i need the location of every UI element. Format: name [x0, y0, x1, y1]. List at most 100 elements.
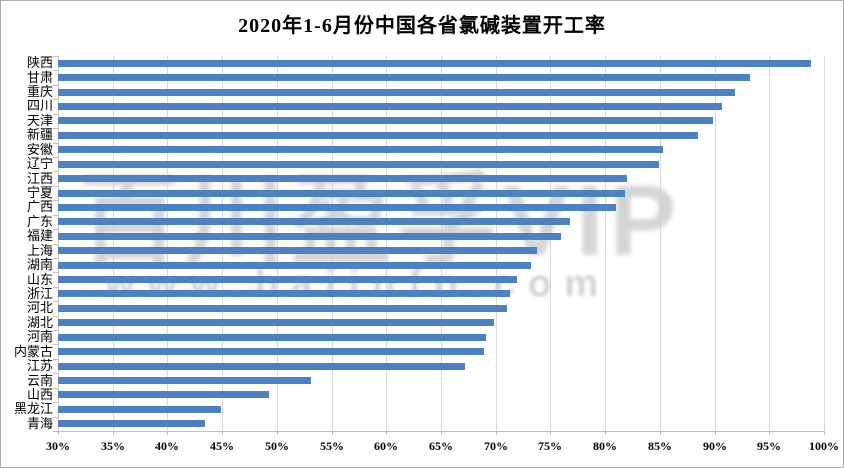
bar: [58, 218, 570, 225]
y-axis-category-label: 四川: [26, 98, 53, 113]
bar: [58, 89, 735, 96]
bar: [58, 161, 659, 168]
gridline: [167, 56, 168, 431]
gridline: [715, 56, 716, 431]
y-axis-tick: [53, 301, 58, 302]
y-axis-tick: [53, 330, 58, 331]
x-axis-tick-label: 100%: [809, 439, 839, 453]
y-axis-tick: [53, 56, 58, 57]
x-axis-tick: [222, 431, 223, 435]
y-axis-tick: [53, 157, 58, 158]
y-axis-category-label: 广东: [26, 214, 53, 229]
y-axis-category-label: 安徽: [26, 142, 53, 157]
y-axis-tick: [53, 114, 58, 115]
gridline: [441, 56, 442, 431]
x-axis-tick: [660, 431, 661, 435]
y-axis-tick: [53, 244, 58, 245]
x-axis-tick-label: 30%: [46, 439, 70, 453]
x-axis-tick-label: 45%: [210, 439, 234, 453]
gridline: [660, 56, 661, 431]
y-axis-tick: [53, 287, 58, 288]
y-axis-category-label: 湖南: [26, 257, 53, 272]
y-axis-tick: [53, 229, 58, 230]
x-axis-tick-label: 90%: [703, 439, 727, 453]
gridline: [605, 56, 606, 431]
y-axis-category-label: 江苏: [26, 358, 53, 373]
gridline: [386, 56, 387, 431]
x-axis-tick-label: 55%: [320, 439, 344, 453]
bar: [58, 290, 510, 297]
y-axis-category-label: 青海: [26, 416, 53, 431]
bar: [58, 319, 494, 326]
x-axis-tick: [496, 431, 497, 435]
bar: [58, 348, 484, 355]
gridline: [550, 56, 551, 431]
bar: [58, 74, 750, 81]
y-axis-tick: [53, 171, 58, 172]
bar: [58, 190, 625, 197]
y-axis-tick: [53, 431, 58, 432]
y-axis-tick: [53, 70, 58, 71]
x-axis-tick: [441, 431, 442, 435]
x-axis-tick-label: 80%: [593, 439, 617, 453]
chart-title: 2020年1-6月份中国各省氯碱装置开工率: [238, 15, 606, 37]
x-axis-tick-label: 95%: [757, 439, 781, 453]
bar: [58, 175, 627, 182]
gridline: [824, 56, 825, 431]
x-axis-tick-label: 40%: [155, 439, 179, 453]
x-axis-tick-label: 35%: [101, 439, 125, 453]
y-axis-tick: [53, 402, 58, 403]
bar: [58, 377, 311, 384]
y-axis-tick: [53, 85, 58, 86]
bar: [58, 233, 561, 240]
gridline: [113, 56, 114, 431]
y-axis-category-label: 陕西: [26, 55, 53, 70]
x-axis-tick: [715, 431, 716, 435]
bar: [58, 391, 269, 398]
y-axis-category-label: 黑龙江: [13, 401, 53, 416]
bar: [58, 363, 465, 370]
bar: [58, 420, 205, 427]
y-axis-tick: [53, 359, 58, 360]
x-axis-tick: [58, 431, 59, 435]
y-axis-category-label: 云南: [26, 373, 53, 388]
y-axis-category-label: 上海: [26, 243, 53, 258]
y-axis-category-label: 河南: [26, 329, 53, 344]
bar: [58, 117, 713, 124]
y-axis-tick: [53, 316, 58, 317]
bar: [58, 406, 221, 413]
y-axis-tick: [53, 417, 58, 418]
bar: [58, 132, 698, 139]
y-axis-category-label: 江西: [26, 171, 53, 186]
y-axis-category-label: 天津: [26, 113, 53, 128]
bar: [58, 103, 722, 110]
y-axis-category-label: 宁夏: [26, 185, 53, 200]
y-axis-category-label: 山东: [26, 272, 53, 287]
x-axis-tick: [167, 431, 168, 435]
y-axis-category-label: 重庆: [26, 84, 53, 99]
y-axis-category-label: 福建: [26, 228, 53, 243]
x-axis-tick-label: 75%: [538, 439, 562, 453]
gridline: [277, 56, 278, 431]
y-axis-category-label: 湖北: [26, 315, 53, 330]
y-axis-category-label: 河北: [26, 300, 53, 315]
x-axis-tick: [332, 431, 333, 435]
x-axis-tick: [550, 431, 551, 435]
x-axis-tick: [769, 431, 770, 435]
y-axis-tick: [53, 344, 58, 345]
gridline: [769, 56, 770, 431]
bar: [58, 334, 486, 341]
y-axis-tick: [53, 258, 58, 259]
y-axis-line: [58, 56, 59, 431]
y-axis-category-label: 新疆: [26, 127, 53, 142]
bar: [58, 262, 531, 269]
y-axis-tick: [53, 272, 58, 273]
plot-area: [58, 56, 825, 431]
y-axis-category-label: 辽宁: [26, 156, 53, 171]
y-axis-category-label: 内蒙古: [13, 344, 53, 359]
bar: [58, 146, 663, 153]
y-axis-tick: [53, 200, 58, 201]
bar: [58, 60, 811, 67]
x-axis-tick-label: 70%: [484, 439, 508, 453]
